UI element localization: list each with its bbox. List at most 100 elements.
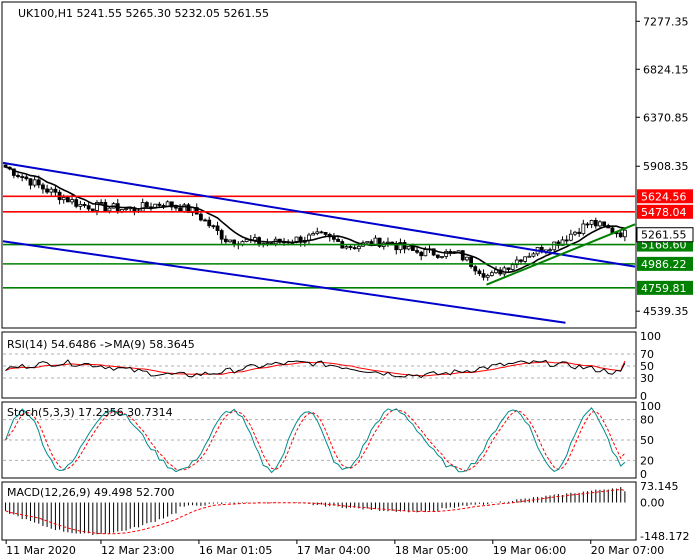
candle-body: [90, 208, 95, 211]
price-tick-label: 7277.35: [643, 15, 689, 28]
candle-body: [510, 264, 515, 270]
candle-body: [531, 253, 536, 257]
candle-body: [523, 256, 528, 262]
candle-body: [585, 223, 590, 226]
candle-body: [124, 208, 128, 210]
candle-body: [32, 179, 37, 186]
candle-body: [319, 231, 324, 234]
macd-tick-label: 73.145: [640, 480, 679, 493]
macd-tick-label: 0.00: [640, 497, 665, 510]
stoch-panel-frame: [1, 401, 637, 479]
candle-body: [95, 201, 99, 211]
candle-body: [602, 221, 607, 226]
stoch-tick-label: 100: [640, 400, 661, 413]
price-tick-label: 6824.15: [643, 63, 689, 76]
candle-body: [610, 227, 615, 234]
current-price-badge: [636, 227, 694, 243]
macd-label: MACD(12,26,9) 49.498 52.700: [7, 486, 175, 499]
price-tick-label: 5908.35: [643, 160, 689, 173]
candle-body: [365, 241, 370, 244]
price-tick-label: 6370.85: [643, 111, 689, 124]
x-tick-label: 12 Mar 23:00: [101, 544, 174, 557]
macd-signal-line: [5, 488, 626, 535]
candle-body: [74, 199, 79, 207]
candle-body: [99, 201, 104, 204]
candle-body: [560, 239, 565, 246]
candle-body: [315, 231, 320, 234]
candle-body: [598, 221, 602, 227]
stoch-tick-label: 0: [640, 468, 647, 481]
x-tick-label: 18 Mar 05:00: [395, 544, 468, 557]
rsi-layer: [3, 353, 635, 379]
candle-body: [352, 247, 357, 250]
candle-body: [323, 231, 328, 235]
candle-body: [140, 202, 145, 212]
candle-body: [435, 254, 440, 258]
candle-body: [223, 238, 228, 243]
candle-body: [65, 197, 70, 203]
candle-body: [489, 272, 494, 276]
stoch-label: Stoch(5,3,3) 17.2356 30.7314: [7, 406, 173, 419]
axis-layer: 7277.35 6824.15 6370.85 5908.35 4539.35 100 70…: [5, 15, 689, 557]
candle-body: [465, 256, 469, 261]
candle-body: [70, 199, 74, 203]
candle-body: [311, 233, 316, 236]
candle-body: [477, 270, 482, 274]
candle-body: [11, 168, 16, 176]
candle-body: [506, 267, 511, 270]
candle-body: [53, 188, 58, 193]
candle-body: [107, 207, 112, 212]
candle-body: [431, 248, 436, 256]
trend-line: [2, 240, 566, 324]
candle-body: [402, 242, 407, 250]
candle-body: [423, 249, 428, 257]
candle-body: [568, 233, 573, 241]
candle-body: [348, 246, 353, 249]
candle-body: [577, 231, 582, 235]
candle-body: [440, 256, 444, 258]
macd-panel-frame: [1, 481, 637, 541]
candle-body: [481, 273, 486, 278]
level-badge: [637, 256, 693, 271]
candle-body: [203, 219, 207, 222]
candle-body: [41, 184, 45, 190]
candle-body: [157, 203, 162, 206]
candle-body: [406, 246, 411, 250]
candle-body: [469, 256, 473, 268]
candle-body: [336, 238, 340, 242]
rsi-tick-label: 30: [640, 372, 654, 385]
x-tick-label: 11 Mar 2020: [6, 544, 76, 557]
candle-body: [61, 197, 66, 201]
candle-body: [448, 250, 453, 253]
stoch-layer: [3, 407, 635, 474]
candle-body: [581, 223, 586, 235]
candle-body: [20, 176, 25, 178]
level-label: 5478.04: [641, 206, 687, 219]
candle-body: [564, 239, 569, 242]
candle-body: [618, 232, 623, 238]
candle-body: [232, 239, 237, 245]
candle-body: [622, 229, 627, 238]
candle-body: [45, 188, 49, 193]
candle-body: [169, 201, 174, 208]
candle-body: [24, 176, 29, 180]
candle-body: [211, 225, 216, 228]
moving-average-line: [5, 166, 626, 274]
candle-body: [556, 241, 561, 246]
candle-body: [344, 246, 349, 249]
rsi-tick-label: 50: [640, 360, 654, 373]
trend-line: [2, 161, 636, 268]
stoch-k-line: [5, 407, 626, 474]
x-tick-label: 16 Mar 01:05: [199, 544, 272, 557]
price-tick-label: 4539.35: [643, 305, 689, 318]
candle-body: [552, 241, 557, 251]
candle-body: [415, 250, 419, 253]
candle-body: [82, 203, 87, 207]
level-label: 5624.56: [641, 190, 687, 203]
level-label: 4759.81: [641, 282, 687, 295]
candle-body: [573, 231, 577, 235]
trend-line: [486, 223, 636, 286]
candle-body: [28, 178, 33, 186]
